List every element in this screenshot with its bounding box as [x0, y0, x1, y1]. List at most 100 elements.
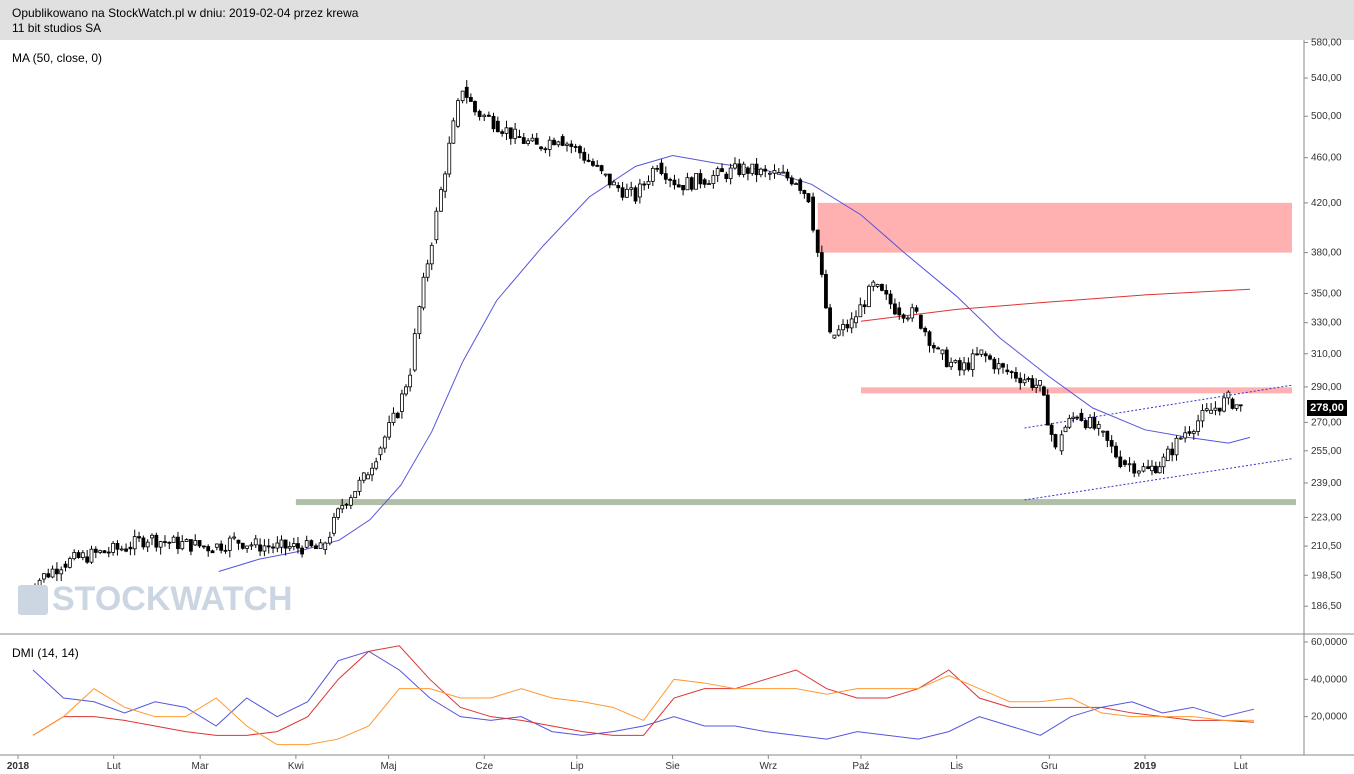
- price-tick-label: 310,00: [1311, 349, 1342, 360]
- candle-body: [871, 281, 876, 287]
- candle-body: [612, 181, 616, 186]
- price-tick-label: 270,00: [1311, 417, 1342, 428]
- candle-body: [258, 544, 262, 552]
- candle-body: [781, 171, 786, 174]
- candle-body: [206, 546, 211, 552]
- candle-body: [880, 284, 884, 291]
- resistance-zone: [817, 202, 1292, 253]
- candle-body: [983, 353, 988, 357]
- candle-body: [314, 545, 318, 550]
- candle-body: [111, 542, 116, 553]
- candle-body: [158, 541, 163, 548]
- candle-body: [1088, 417, 1092, 429]
- candle-body: [1026, 378, 1031, 380]
- candle-body: [1014, 371, 1018, 379]
- candle-body: [279, 539, 284, 548]
- candle-body: [1067, 418, 1072, 428]
- company-name: 11 bit studios SA: [12, 21, 102, 35]
- candle-body: [456, 100, 460, 127]
- candle-body: [76, 552, 81, 558]
- candle-body: [931, 345, 936, 349]
- candle-body: [72, 552, 77, 560]
- candle-body: [996, 363, 1001, 370]
- candle-body: [556, 141, 561, 146]
- price-tick-label: 420,00: [1311, 198, 1342, 209]
- candle-body: [1157, 466, 1162, 474]
- candle-body: [508, 127, 513, 139]
- candle-body: [1009, 371, 1014, 374]
- candle-body: [42, 573, 46, 580]
- candle-body: [473, 101, 477, 113]
- candle-body: [603, 173, 608, 176]
- candle-body: [266, 545, 271, 548]
- candle-body: [1096, 424, 1101, 429]
- candle-body: [262, 545, 267, 552]
- candle-body: [189, 539, 193, 552]
- candle-body: [543, 148, 548, 151]
- candle-body: [517, 136, 522, 138]
- candle-body: [685, 177, 690, 191]
- candle-body: [1165, 448, 1170, 462]
- candle-body: [412, 333, 417, 371]
- candle-body: [616, 185, 621, 189]
- candle-body: [936, 347, 941, 350]
- candle-body: [232, 536, 237, 539]
- candle-body: [443, 173, 448, 192]
- candle-body: [300, 547, 304, 555]
- candle-body: [210, 550, 215, 554]
- candle-body: [802, 190, 807, 194]
- candle-body: [59, 569, 64, 575]
- candle-body: [560, 136, 565, 146]
- candle-body: [63, 563, 68, 568]
- candle-body: [862, 304, 867, 308]
- candle-body: [486, 114, 491, 117]
- candle-body: [849, 318, 854, 329]
- chart-logo-icon: [18, 584, 48, 615]
- candle-body: [1213, 407, 1218, 411]
- candle-body: [698, 173, 703, 185]
- candle-body: [988, 355, 992, 360]
- candle-body: [46, 573, 51, 578]
- resistance-level: [860, 387, 1292, 394]
- ma200-line: [860, 288, 1251, 322]
- candle-body: [754, 163, 759, 176]
- candle-body: [309, 540, 314, 547]
- watermark-text: STOCKWATCH: [52, 580, 293, 618]
- candle-body: [953, 360, 958, 363]
- candle-body: [348, 497, 353, 506]
- candle-body: [378, 447, 383, 456]
- price-tick-label: 210,50: [1311, 541, 1342, 552]
- candle-body: [128, 546, 133, 550]
- date-tick-label: Kwi: [288, 761, 304, 772]
- candle-body: [93, 548, 98, 553]
- candle-body: [854, 316, 858, 324]
- stockwatch-watermark: STOCKWATCH: [18, 580, 293, 619]
- dmi-series-line: [32, 650, 1255, 740]
- candle-body: [1041, 386, 1046, 396]
- candle-body: [176, 536, 180, 550]
- candle-body: [1053, 434, 1058, 448]
- candle-body: [404, 386, 408, 395]
- candle-body: [569, 143, 574, 147]
- candle-body: [85, 556, 90, 563]
- candle-body: [1109, 440, 1114, 447]
- candle-body: [828, 307, 832, 333]
- dmi-tick-label: 20,0000: [1311, 712, 1348, 723]
- candle-body: [500, 131, 505, 134]
- date-tick-label: Cze: [475, 761, 493, 772]
- candle-body: [357, 479, 362, 492]
- candle-body: [681, 185, 685, 191]
- candle-body: [495, 120, 500, 133]
- candle-body: [55, 568, 59, 575]
- price-tick-label: 186,50: [1311, 601, 1342, 612]
- price-tick-label: 330,00: [1311, 318, 1342, 329]
- candle-body: [591, 161, 595, 166]
- candle-body: [746, 168, 750, 174]
- candle-body: [637, 183, 642, 198]
- candle-body: [624, 188, 629, 198]
- candle-body: [439, 189, 443, 212]
- candle-body: [1141, 466, 1146, 472]
- candle-body: [366, 474, 370, 480]
- candle-body: [582, 151, 587, 161]
